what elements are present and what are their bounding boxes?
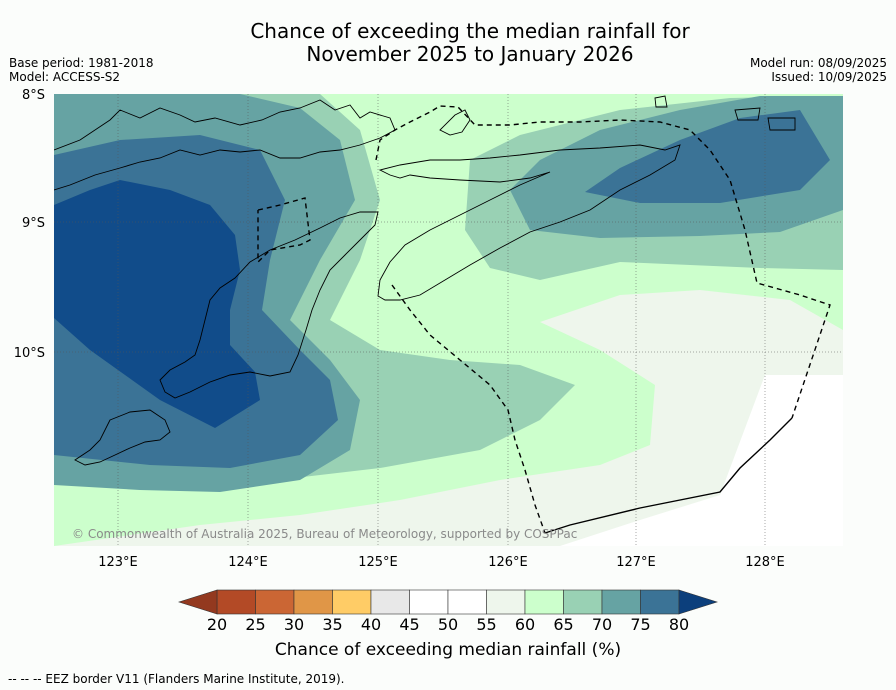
colorbar-tick-label: 30 [283, 615, 305, 634]
lon-label-128e: 128°E [745, 555, 785, 570]
contour-50 [560, 375, 843, 546]
colorbar-tick-label: 55 [476, 615, 497, 634]
lon-label-123e: 123°E [98, 555, 138, 570]
lat-label-9s: 9°S [22, 216, 45, 231]
colorbar-high-arrow [678, 589, 718, 615]
eez-footnote: -- -- -- EEZ border V11 (Flanders Marine… [8, 672, 345, 686]
colorbar-segment [409, 589, 449, 615]
chart-title: Chance of exceeding the median rainfall … [170, 20, 770, 66]
colorbar-segment [601, 589, 641, 615]
colorbar-segment [293, 589, 333, 615]
colorbar-segment [332, 589, 372, 615]
meta-right: Model run: 08/09/2025 Issued: 10/09/2025 [750, 56, 887, 84]
copyright-text: © Commonwealth of Australia 2025, Bureau… [72, 527, 578, 541]
colorbar-tick-label: 80 [668, 615, 690, 634]
colorbar-segment [524, 589, 564, 615]
issued-text: Issued: 10/09/2025 [771, 70, 887, 84]
colorbar-title: Chance of exceeding median rainfall (%) [274, 640, 622, 660]
colorbar-segment [216, 589, 256, 615]
graticule [54, 94, 843, 546]
colorbar-tick-label: 75 [630, 615, 651, 634]
colorbar-tick-label: 40 [360, 615, 382, 634]
model-run-text: Model run: 08/09/2025 [749, 56, 887, 70]
lat-label-10s: 10°S [14, 346, 45, 361]
eez-border [257, 105, 831, 534]
colorbar-segment [370, 589, 410, 615]
coastline [54, 95, 796, 466]
colorbar-tick-label: 20 [206, 615, 228, 634]
colorbar-tick-label: 65 [553, 615, 574, 634]
model-text: Model: ACCESS-S2 [9, 70, 121, 84]
contour-75-right [585, 110, 830, 203]
title-line-1: Chance of exceeding the median rainfall … [250, 19, 690, 43]
colorbar-segment [640, 589, 680, 615]
lon-label-124e: 124°E [228, 555, 268, 570]
colorbar-tick-label: 35 [322, 615, 343, 634]
title-line-2: November 2025 to January 2026 [306, 42, 634, 66]
colorbar-tick-label: 45 [399, 615, 420, 634]
colorbar-low-arrow [178, 589, 218, 615]
lon-label-126e: 126°E [488, 555, 528, 570]
colorbar-tick-label: 60 [514, 615, 536, 634]
colorbar-segment [447, 589, 487, 615]
meta-left: Base period: 1981-2018 Model: ACCESS-S2 [9, 56, 154, 84]
contour-80 [54, 180, 260, 428]
colorbar-segment [563, 589, 603, 615]
base-period-text: Base period: 1981-2018 [9, 56, 154, 70]
colorbar-segment [255, 589, 295, 615]
lon-label-125e: 125°E [358, 555, 398, 570]
colorbar-tick-label: 25 [245, 615, 266, 634]
colorbar-tick-label: 50 [437, 615, 459, 634]
colorbar-segment [486, 589, 526, 615]
lat-label-8s: 8°S [22, 88, 45, 103]
lon-label-127e: 127°E [616, 555, 656, 570]
colorbar [178, 589, 718, 615]
colorbar-tick-label: 70 [591, 615, 613, 634]
